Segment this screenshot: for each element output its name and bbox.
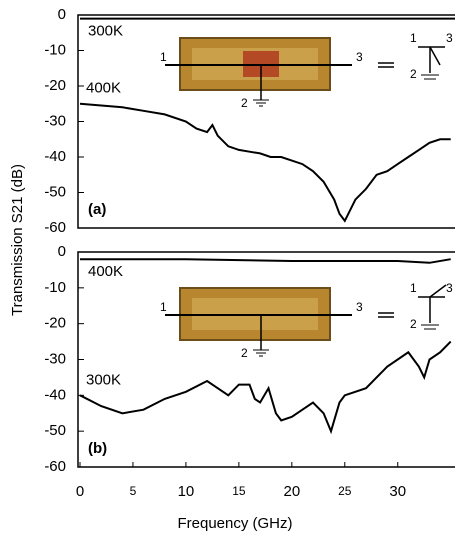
y-tick-label: -60 — [44, 458, 66, 475]
y-tick-label: -40 — [44, 386, 66, 403]
series-label: 400K — [88, 263, 123, 280]
x-axis-label: Frequency (GHz) — [177, 515, 292, 532]
x-tick-label: 15 — [232, 484, 246, 498]
y-tick-label: 0 — [58, 6, 66, 23]
y-tick-label: -30 — [44, 112, 66, 129]
y-tick-label: -20 — [44, 77, 66, 94]
inset-label: 2 — [241, 346, 248, 360]
inset: 1 3 2 1 3 2 — [160, 31, 453, 110]
y-tick-label: -10 — [44, 279, 66, 296]
x-tick-label: 5 — [130, 484, 137, 498]
circuit-label: 2 — [410, 317, 417, 331]
x-tick-label: 25 — [338, 484, 352, 498]
series-line — [79, 340, 452, 435]
y-tick-label: -20 — [44, 315, 66, 332]
inset-label: 3 — [356, 50, 363, 64]
series-line — [80, 258, 451, 264]
inset-label: 3 — [356, 300, 363, 314]
circuit-label: 3 — [446, 281, 453, 295]
y-tick-label: 0 — [58, 243, 66, 260]
y-tick-label: -30 — [44, 350, 66, 367]
y-tick-label: -50 — [44, 422, 66, 439]
y-tick-label: -40 — [44, 148, 66, 165]
switch-arm — [429, 46, 441, 66]
circuit-label: 2 — [410, 67, 417, 81]
y-tick-label: -60 — [44, 219, 66, 236]
y-tick-label: -10 — [44, 41, 66, 58]
x-tick-label: 10 — [178, 483, 195, 500]
inset-label: 1 — [160, 300, 167, 314]
x-tick-label: 20 — [283, 483, 300, 500]
panel-label: (a) — [88, 201, 106, 218]
circuit-label: 1 — [410, 31, 417, 45]
series-label: 300K — [86, 371, 121, 388]
inset-label: 1 — [160, 50, 167, 64]
y-axis-label: Transmission S21 (dB) — [9, 164, 26, 316]
circuit-label: 1 — [410, 281, 417, 295]
series-label: 400K — [86, 80, 121, 97]
x-tick-label: 30 — [389, 483, 406, 500]
panel-label: (b) — [88, 440, 107, 457]
circuit-label: 3 — [446, 31, 453, 45]
series-label: 300K — [88, 23, 123, 40]
switch-arm — [429, 284, 447, 298]
x-tick-label: 0 — [76, 483, 84, 500]
y-tick-label: -50 — [44, 183, 66, 200]
inset-label: 2 — [241, 96, 248, 110]
series-line — [79, 102, 451, 223]
inset: 1 3 2 1 3 2 — [160, 281, 453, 360]
